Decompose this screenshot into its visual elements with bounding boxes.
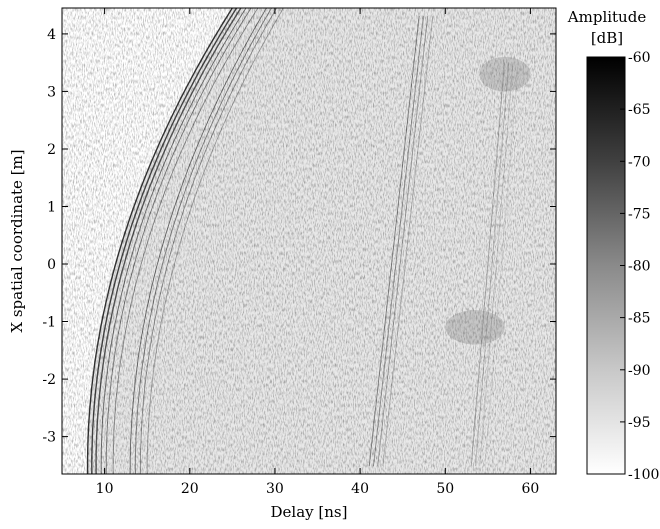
y-tick-label: 1: [47, 200, 56, 216]
colorbar-tick-label: -100: [628, 467, 659, 483]
echo-patch: [445, 310, 505, 345]
y-tick-label: 2: [47, 142, 56, 158]
hyperbola-strand: [146, 8, 284, 474]
reflection-strand: [382, 15, 434, 467]
reflection-strand: [470, 62, 505, 467]
colorbar-gradient: [586, 56, 626, 475]
colorbar-unit: [dB]: [591, 29, 623, 47]
x-tick-label: 20: [181, 481, 199, 497]
x-tick-label: 60: [521, 481, 539, 497]
colorbar-tick-label: -70: [628, 154, 651, 170]
reflection-strand: [368, 15, 420, 467]
reflection-strand: [377, 15, 429, 467]
reflection-strand: [479, 62, 514, 467]
colorbar-tick-label: -60: [628, 50, 651, 66]
y-tick-label: 4: [47, 27, 56, 43]
x-tick-label: 30: [266, 481, 284, 497]
hyperbola-strand: [112, 8, 259, 474]
y-tick-label: -3: [42, 430, 56, 446]
colorbar-ticks: -60 -65 -70 -75 -80 -85 -90 -95 -100: [620, 50, 659, 483]
echo-features: [86, 8, 531, 474]
y-tick-label: 0: [47, 257, 56, 273]
y-tick-label: -2: [42, 372, 56, 388]
hyperbola-strand: [134, 8, 272, 474]
reflection-strand: [475, 62, 510, 467]
y-tick-label: -1: [42, 315, 56, 331]
reflection-strand: [484, 62, 519, 467]
hyperbola-strand: [86, 8, 233, 474]
plot-area: [62, 8, 556, 474]
x-tick-label: 10: [96, 481, 114, 497]
colorbar-tick-label: -65: [628, 102, 651, 118]
hyperbola-strand: [91, 8, 238, 474]
plot-frame: [61, 7, 557, 475]
x-axis-ticks: 10 20 30 40 50 60: [96, 8, 539, 497]
colorbar-title: Amplitude: [567, 8, 647, 26]
x-tick-label: 40: [351, 481, 369, 497]
hyperbola-strand: [139, 8, 277, 474]
hyperbola-strand: [105, 8, 252, 474]
y-axis-label: X spatial coordinate [m]: [8, 149, 26, 332]
x-tick-label: 50: [436, 481, 454, 497]
colorbar-tick-label: -95: [628, 415, 651, 431]
reflection-strand: [372, 15, 424, 467]
speckle-texture: [62, 8, 556, 474]
colorbar-tick-label: -90: [628, 363, 651, 379]
colorbar-tick-label: -85: [628, 311, 651, 327]
y-axis-ticks: 4 3 2 1 0 -1 -2 -3: [42, 27, 556, 446]
hyperbola-strand: [95, 8, 242, 474]
colorbar-tick-label: -80: [628, 259, 651, 275]
echo-patch: [479, 56, 531, 92]
y-tick-label: 3: [47, 84, 56, 100]
colorbar: Amplitude [dB] -60-65-70-75-80-85-90-95-…: [567, 8, 660, 483]
x-axis-label: Delay [ns]: [271, 503, 348, 521]
hyperbola-strand: [129, 8, 267, 474]
hyperbola-strand: [100, 8, 247, 474]
colorbar-tick-label: -75: [628, 206, 651, 222]
